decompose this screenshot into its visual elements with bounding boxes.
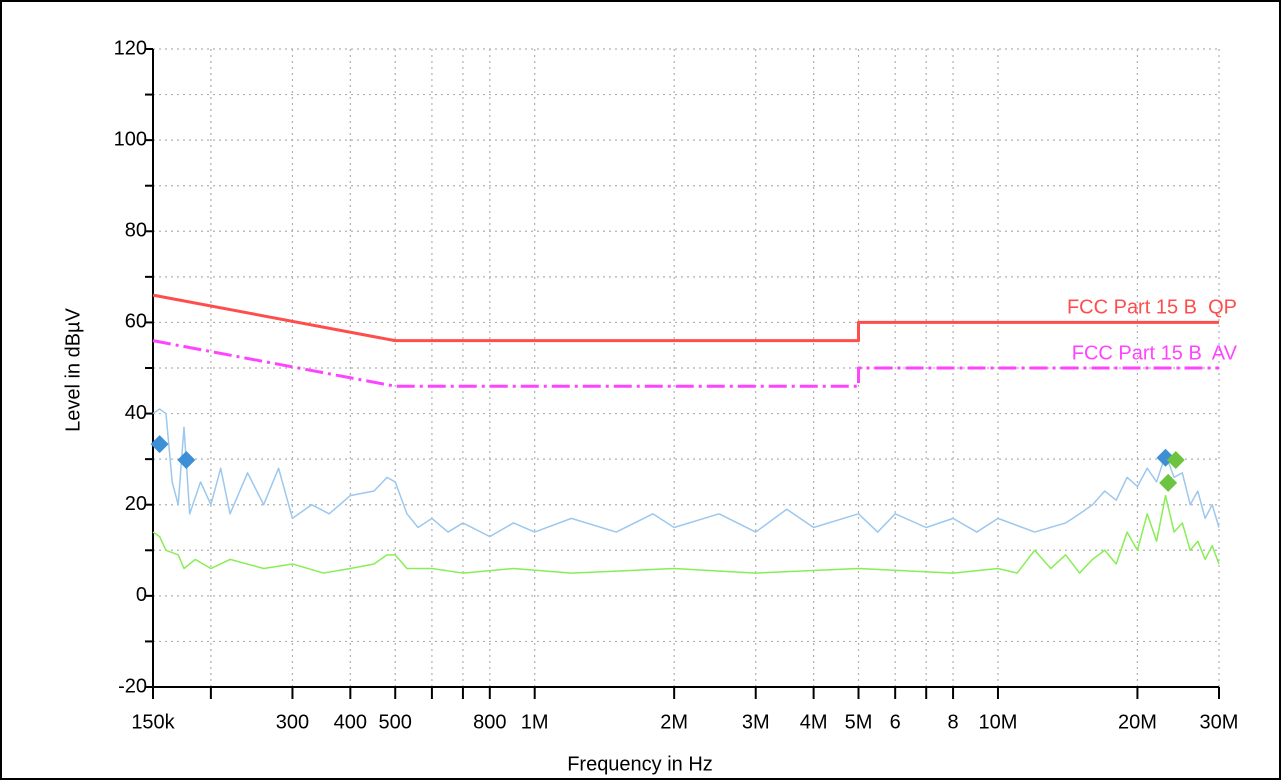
marker [177, 451, 196, 470]
x-tick-label: 6 [890, 711, 901, 733]
x-axis-label: Frequency in Hz [567, 753, 713, 775]
x-tick-label: 800 [473, 711, 506, 733]
y-tick-label: 0 [136, 584, 147, 606]
series-line [152, 408, 1220, 538]
x-tick-label: 300 [276, 711, 309, 733]
x-tick-label: 30M [1200, 711, 1239, 733]
x-tick-label: 1M [521, 711, 549, 733]
series-line [152, 494, 1220, 574]
y-tick-label: 120 [114, 37, 147, 59]
x-tick-label: 10M [979, 711, 1018, 733]
y-tick-label: 100 [114, 128, 147, 150]
x-tick-label: 2M [660, 711, 688, 733]
x-tick-label: 3M [742, 711, 770, 733]
marker [1166, 451, 1185, 470]
y-tick-label: -20 [118, 675, 147, 697]
x-tick-label: 4M [800, 711, 828, 733]
series-line [152, 293, 1219, 343]
marker [150, 435, 169, 454]
marker [1159, 473, 1178, 492]
x-tick-label: 400 [334, 711, 367, 733]
x-tick-label: 8 [948, 711, 959, 733]
series-line [152, 339, 1219, 388]
x-tick-label: 5M [845, 711, 873, 733]
y-tick-label: 60 [125, 311, 147, 333]
series-label: FCC Part 15 B AV [1072, 342, 1238, 364]
x-tick-label: 500 [379, 711, 412, 733]
x-tick-label: 20M [1118, 711, 1157, 733]
y-tick-label: 20 [125, 493, 147, 515]
y-tick-label: 80 [125, 220, 147, 242]
series-label: FCC Part 15 B QP [1067, 297, 1237, 319]
y-axis-label: Level in dBµV [62, 307, 84, 431]
x-tick-label: 150k [131, 711, 175, 733]
y-tick-label: 40 [125, 402, 147, 424]
